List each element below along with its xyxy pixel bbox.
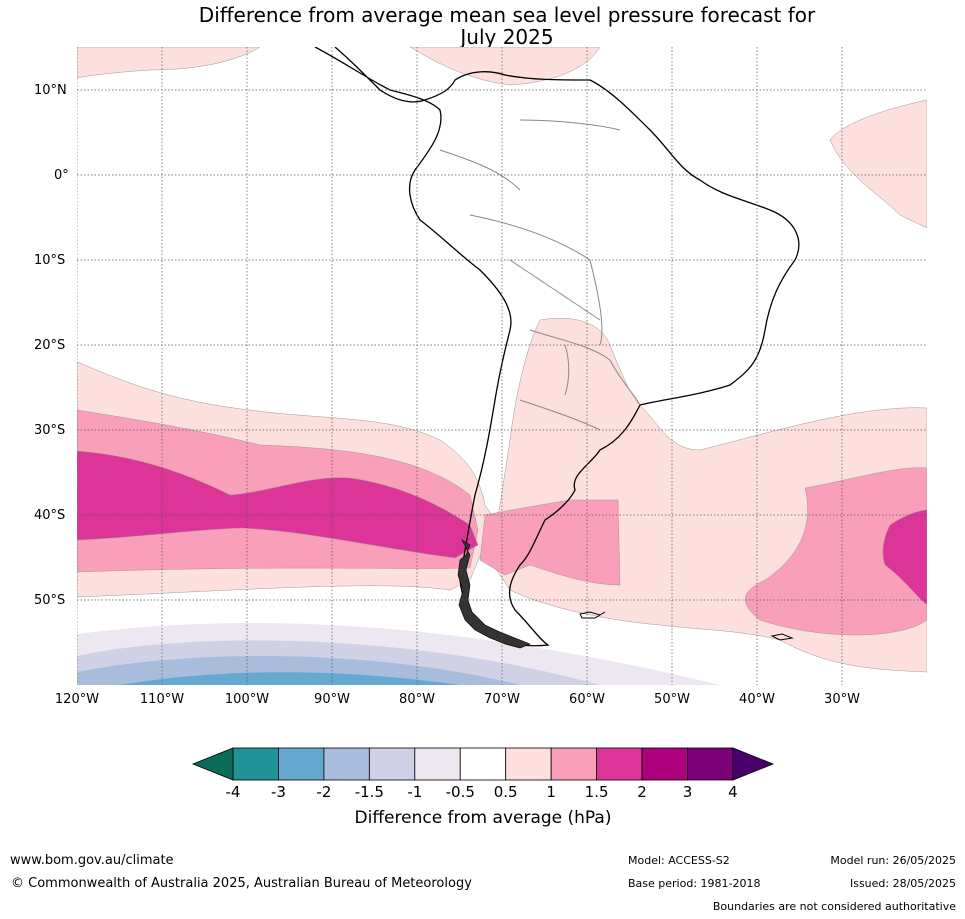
colorbar-boxes (232, 747, 734, 781)
lon-label-30W: 30°W (824, 692, 860, 707)
lon-label-40W: 40°W (739, 692, 775, 707)
footer-model: Model: ACCESS-S2 (628, 854, 730, 867)
colorbar-tick-label: 2 (637, 783, 647, 801)
colorbar-tick-label: -2 (316, 783, 332, 801)
footer-model-run: Model run: 26/05/2025 (830, 854, 956, 867)
colorbar-box (278, 747, 325, 781)
south-america-outline (314, 47, 800, 647)
footer-issued: Issued: 28/05/2025 (849, 877, 956, 890)
anomaly-zone-0.5-east-atlantic (829, 99, 927, 229)
lon-label-80W: 80°W (399, 692, 435, 707)
footer-website: www.bom.gov.au/climate (10, 853, 174, 868)
footer-disclaimer: Boundaries are not considered authoritat… (712, 900, 956, 913)
colorbar-box (414, 747, 461, 781)
colorbar-tick-label: 1.5 (584, 783, 609, 801)
anomaly-zone-0.5-north-pacific (77, 47, 261, 79)
anomaly-zone-1-atlantic (744, 467, 927, 636)
colorbar-tick-label: -1.5 (354, 783, 384, 801)
map-title: Difference from average mean sea level p… (77, 4, 937, 48)
anomaly-zone-1.5-atlantic (882, 509, 927, 606)
colorbar-box (323, 747, 370, 781)
colorbar-box (232, 747, 279, 781)
colorbar-tick-label: -1 (407, 783, 423, 801)
colorbar-label: Difference from average (hPa) (354, 808, 612, 828)
title-line-2: July 2025 (460, 25, 554, 49)
anomaly-zone-0.5-caribbean (409, 47, 601, 86)
lat-label-10S: 10°S (34, 253, 66, 268)
colorbar-tick-label: -3 (270, 783, 286, 801)
lon-label-110W: 110°W (139, 692, 185, 707)
anomaly-zone-minus-2 (120, 672, 460, 685)
lon-label-120W: 120°W (54, 692, 100, 707)
lon-label-90W: 90°W (314, 692, 350, 707)
falkland-islands (579, 611, 606, 619)
lon-label-60W: 60°W (569, 692, 605, 707)
colorbar-box (505, 747, 552, 781)
anomaly-zone-1.5-west (77, 450, 479, 559)
lat-label-20S: 20°S (34, 338, 66, 353)
title-line-1: Difference from average mean sea level p… (198, 3, 816, 27)
chile-islands (457, 539, 531, 649)
lon-label-50W: 50°W (654, 692, 690, 707)
colorbar-box (368, 747, 416, 781)
colorbar-tick-label: -0.5 (445, 783, 475, 801)
lat-label-0: 0° (54, 168, 69, 183)
colorbar-box (687, 747, 734, 781)
colorbar-tick-label: 1 (546, 783, 556, 801)
lat-label-50S: 50°S (34, 593, 66, 608)
colorbar-box (550, 747, 598, 781)
lon-label-70W: 70°W (484, 692, 520, 707)
colorbar-over-triangle (732, 747, 775, 781)
country-borders (439, 119, 641, 431)
footer-base-period: Base period: 1981-2018 (628, 877, 761, 890)
lat-label-40S: 40°S (34, 508, 66, 523)
colorbar-box (596, 747, 643, 781)
gridlines (77, 47, 927, 685)
colorbar-box (641, 747, 688, 781)
colorbar-tick-label: 4 (728, 783, 738, 801)
colorbar-tick-label: 0.5 (493, 783, 518, 801)
lon-label-100W: 100°W (224, 692, 270, 707)
south-georgia (770, 633, 794, 641)
lat-label-10N: 10°N (34, 83, 67, 98)
colorbar-tick-label: 3 (682, 783, 693, 801)
colorbar-tick-label: -4 (225, 783, 241, 801)
lat-label-30S: 30°S (34, 423, 66, 438)
footer-copyright: © Commonwealth of Australia 2025, Austra… (11, 876, 472, 891)
anomaly-zone-1-patagonia (479, 499, 621, 586)
colorbar-under-triangle (191, 747, 234, 781)
colorbar-box (459, 747, 507, 781)
